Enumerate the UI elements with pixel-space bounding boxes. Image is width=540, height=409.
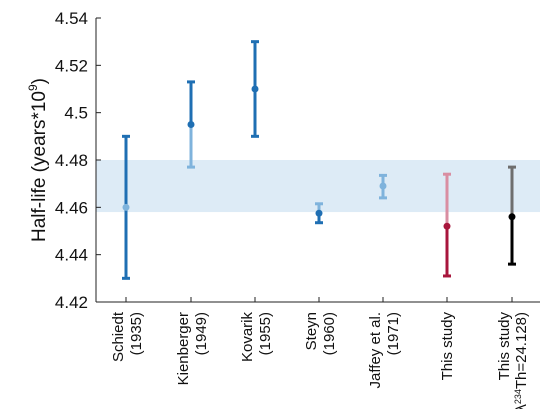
y-axis-label-main: Half-life (years*10 bbox=[29, 91, 50, 242]
category-label-line2: (1955) bbox=[257, 312, 274, 355]
category-label: Kienberger (1949) bbox=[175, 312, 210, 385]
category-label-line2: λ234Th=24.128) bbox=[513, 312, 530, 409]
error-bar bbox=[443, 172, 451, 278]
error-bars bbox=[122, 40, 516, 280]
error-bar bbox=[122, 134, 130, 280]
label-superscript: 234 bbox=[513, 389, 523, 404]
y-tick-label: 4.5 bbox=[64, 104, 88, 123]
data-point bbox=[122, 203, 130, 211]
error-bar bbox=[315, 202, 323, 225]
y-tick-label: 4.44 bbox=[55, 246, 88, 265]
error-bar bbox=[379, 173, 387, 200]
y-axis-label-close: ) bbox=[29, 78, 50, 84]
category-label: Jaffey et al. (1971) bbox=[367, 312, 402, 388]
error-bar bbox=[187, 80, 195, 169]
category-label: This study bbox=[439, 312, 456, 381]
y-tick-label: 4.46 bbox=[55, 198, 88, 217]
label-suffix: Th=24.128) bbox=[513, 312, 530, 389]
y-tick-label: 4.52 bbox=[55, 56, 88, 75]
category-label: Schiedt (1935) bbox=[110, 311, 145, 362]
category-label-line2: (1935) bbox=[128, 312, 145, 355]
category-labels: Schiedt (1935) Kienberger (1949) Kovarik (195… bbox=[110, 311, 530, 409]
category-label-line1: Schiedt bbox=[110, 311, 127, 362]
data-point bbox=[443, 222, 451, 230]
category-label-line2: (1949) bbox=[193, 312, 210, 355]
error-bar bbox=[251, 40, 259, 138]
y-tick-label: 4.48 bbox=[55, 151, 88, 170]
y-axis-label-exponent: 9 bbox=[26, 84, 40, 91]
error-bar bbox=[508, 165, 516, 266]
category-label-line1: Kovarik bbox=[239, 312, 256, 363]
category-label: Steyn (1960) bbox=[303, 312, 338, 355]
data-point bbox=[315, 209, 323, 217]
y-tick-label: 4.54 bbox=[55, 9, 88, 28]
y-axis-label: Half-life (years*109) bbox=[26, 78, 50, 242]
data-point bbox=[251, 85, 259, 93]
axes: 4.42 4.44 4.46 4.48 4.5 4.52 4.54 bbox=[55, 9, 540, 312]
category-label-line2: (1960) bbox=[321, 312, 338, 355]
label-lambda: λ bbox=[513, 404, 530, 409]
category-label-line1: Steyn bbox=[303, 312, 320, 350]
data-point bbox=[187, 121, 195, 128]
category-label-line1: This study bbox=[439, 312, 456, 381]
category-label: Kovarik (1955) bbox=[239, 312, 274, 363]
y-tick-label: 4.42 bbox=[55, 293, 88, 312]
category-label-line1: This study bbox=[496, 312, 513, 381]
data-point bbox=[379, 182, 387, 190]
data-point bbox=[508, 213, 516, 221]
category-label-line1: Kienberger bbox=[175, 312, 192, 385]
category-label-line2: (1971) bbox=[385, 312, 402, 355]
category-label-line1: Jaffey et al. bbox=[367, 312, 384, 388]
